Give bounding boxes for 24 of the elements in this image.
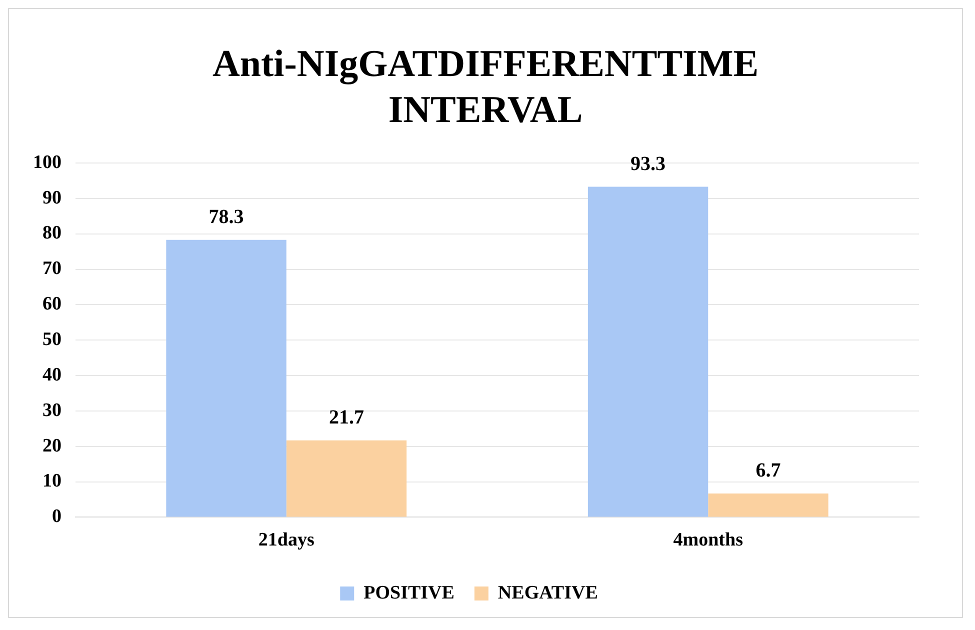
y-tick-label: 40 xyxy=(42,364,62,386)
y-tick-label: 20 xyxy=(42,435,62,456)
y-tick-label: 70 xyxy=(42,258,62,280)
bar xyxy=(286,440,407,517)
x-tick-label: 21days xyxy=(258,530,314,551)
data-label: 21.7 xyxy=(328,406,364,429)
y-tick-label: 80 xyxy=(42,222,62,244)
data-label: 93.3 xyxy=(630,152,666,175)
y-tick-label: 30 xyxy=(42,400,62,421)
bar xyxy=(708,493,828,517)
y-tick-label: 100 xyxy=(33,152,62,173)
data-label: 78.3 xyxy=(208,206,244,228)
y-tick-label: 60 xyxy=(42,294,62,315)
chart-title: Anti-NIgGATDIFFERENTTIME INTERVAL xyxy=(211,42,760,133)
bar xyxy=(588,186,708,517)
data-label: 6.7 xyxy=(756,460,781,482)
y-tick-label: 90 xyxy=(42,187,62,208)
y-tick-label: 0 xyxy=(52,506,62,528)
y-tick-label: 10 xyxy=(42,470,62,492)
bar xyxy=(166,240,286,517)
legend-label: POSITIVE xyxy=(364,582,454,604)
y-tick-label: 50 xyxy=(42,329,62,350)
legend-label: NEGATIVE xyxy=(498,582,598,604)
x-tick-label: 4months xyxy=(673,530,743,551)
